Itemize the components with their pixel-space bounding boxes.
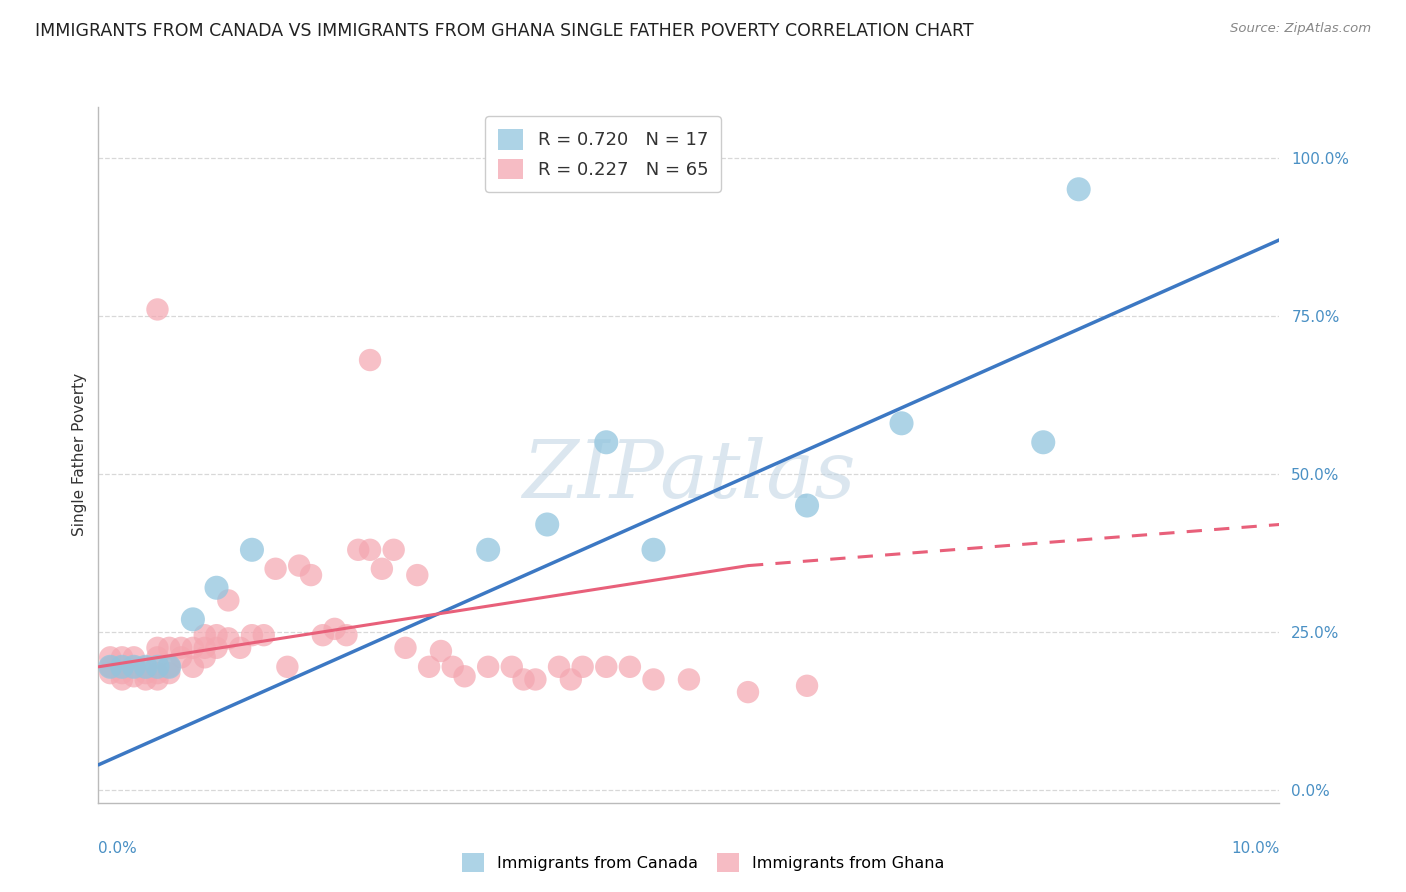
Point — [170, 640, 193, 655]
Point — [157, 666, 180, 681]
Point — [359, 542, 381, 557]
Point — [111, 666, 134, 681]
Legend: Immigrants from Canada, Immigrants from Ghana: Immigrants from Canada, Immigrants from … — [454, 845, 952, 880]
Point — [1067, 182, 1090, 196]
Point — [170, 650, 193, 665]
Point — [157, 660, 180, 674]
Point — [194, 650, 217, 665]
Point — [595, 660, 617, 674]
Point — [571, 660, 593, 674]
Point — [501, 660, 523, 674]
Point — [135, 666, 157, 681]
Point — [98, 666, 121, 681]
Text: ZIPatlas: ZIPatlas — [522, 437, 856, 515]
Point — [323, 622, 346, 636]
Legend: R = 0.720   N = 17, R = 0.227   N = 65: R = 0.720 N = 17, R = 0.227 N = 65 — [485, 116, 721, 192]
Point — [560, 673, 582, 687]
Point — [157, 660, 180, 674]
Point — [512, 673, 534, 687]
Point — [406, 568, 429, 582]
Point — [181, 660, 204, 674]
Point — [240, 542, 263, 557]
Point — [276, 660, 298, 674]
Point — [359, 353, 381, 368]
Point — [229, 640, 252, 655]
Point — [111, 673, 134, 687]
Point — [678, 673, 700, 687]
Point — [146, 650, 169, 665]
Point — [737, 685, 759, 699]
Point — [453, 669, 475, 683]
Point — [98, 660, 121, 674]
Point — [122, 669, 145, 683]
Point — [217, 593, 239, 607]
Point — [111, 660, 134, 674]
Point — [394, 640, 416, 655]
Point — [98, 650, 121, 665]
Point — [312, 628, 335, 642]
Point — [1032, 435, 1054, 450]
Point — [111, 660, 134, 674]
Point — [146, 660, 169, 674]
Point — [382, 542, 405, 557]
Text: Source: ZipAtlas.com: Source: ZipAtlas.com — [1230, 22, 1371, 36]
Point — [288, 558, 311, 573]
Point — [111, 650, 134, 665]
Point — [264, 562, 287, 576]
Point — [122, 660, 145, 674]
Point — [157, 640, 180, 655]
Point — [146, 302, 169, 317]
Point — [430, 644, 453, 658]
Point — [135, 673, 157, 687]
Point — [477, 542, 499, 557]
Point — [335, 628, 357, 642]
Point — [477, 660, 499, 674]
Text: IMMIGRANTS FROM CANADA VS IMMIGRANTS FROM GHANA SINGLE FATHER POVERTY CORRELATIO: IMMIGRANTS FROM CANADA VS IMMIGRANTS FRO… — [35, 22, 974, 40]
Point — [441, 660, 464, 674]
Point — [796, 499, 818, 513]
Point — [299, 568, 322, 582]
Point — [418, 660, 440, 674]
Point — [240, 628, 263, 642]
Point — [122, 650, 145, 665]
Point — [643, 542, 665, 557]
Point — [347, 542, 370, 557]
Point — [135, 660, 157, 674]
Point — [796, 679, 818, 693]
Point — [194, 628, 217, 642]
Point — [181, 640, 204, 655]
Point — [135, 660, 157, 674]
Point — [146, 640, 169, 655]
Point — [98, 660, 121, 674]
Y-axis label: Single Father Poverty: Single Father Poverty — [72, 374, 87, 536]
Point — [524, 673, 547, 687]
Point — [146, 673, 169, 687]
Point — [205, 581, 228, 595]
Point — [146, 666, 169, 681]
Point — [536, 517, 558, 532]
Point — [194, 640, 217, 655]
Point — [548, 660, 571, 674]
Point — [122, 660, 145, 674]
Point — [595, 435, 617, 450]
Text: 0.0%: 0.0% — [98, 841, 138, 856]
Text: 10.0%: 10.0% — [1232, 841, 1279, 856]
Point — [371, 562, 394, 576]
Point — [619, 660, 641, 674]
Point — [643, 673, 665, 687]
Point — [205, 640, 228, 655]
Point — [205, 628, 228, 642]
Point — [217, 632, 239, 646]
Point — [181, 612, 204, 626]
Point — [253, 628, 276, 642]
Point — [890, 417, 912, 431]
